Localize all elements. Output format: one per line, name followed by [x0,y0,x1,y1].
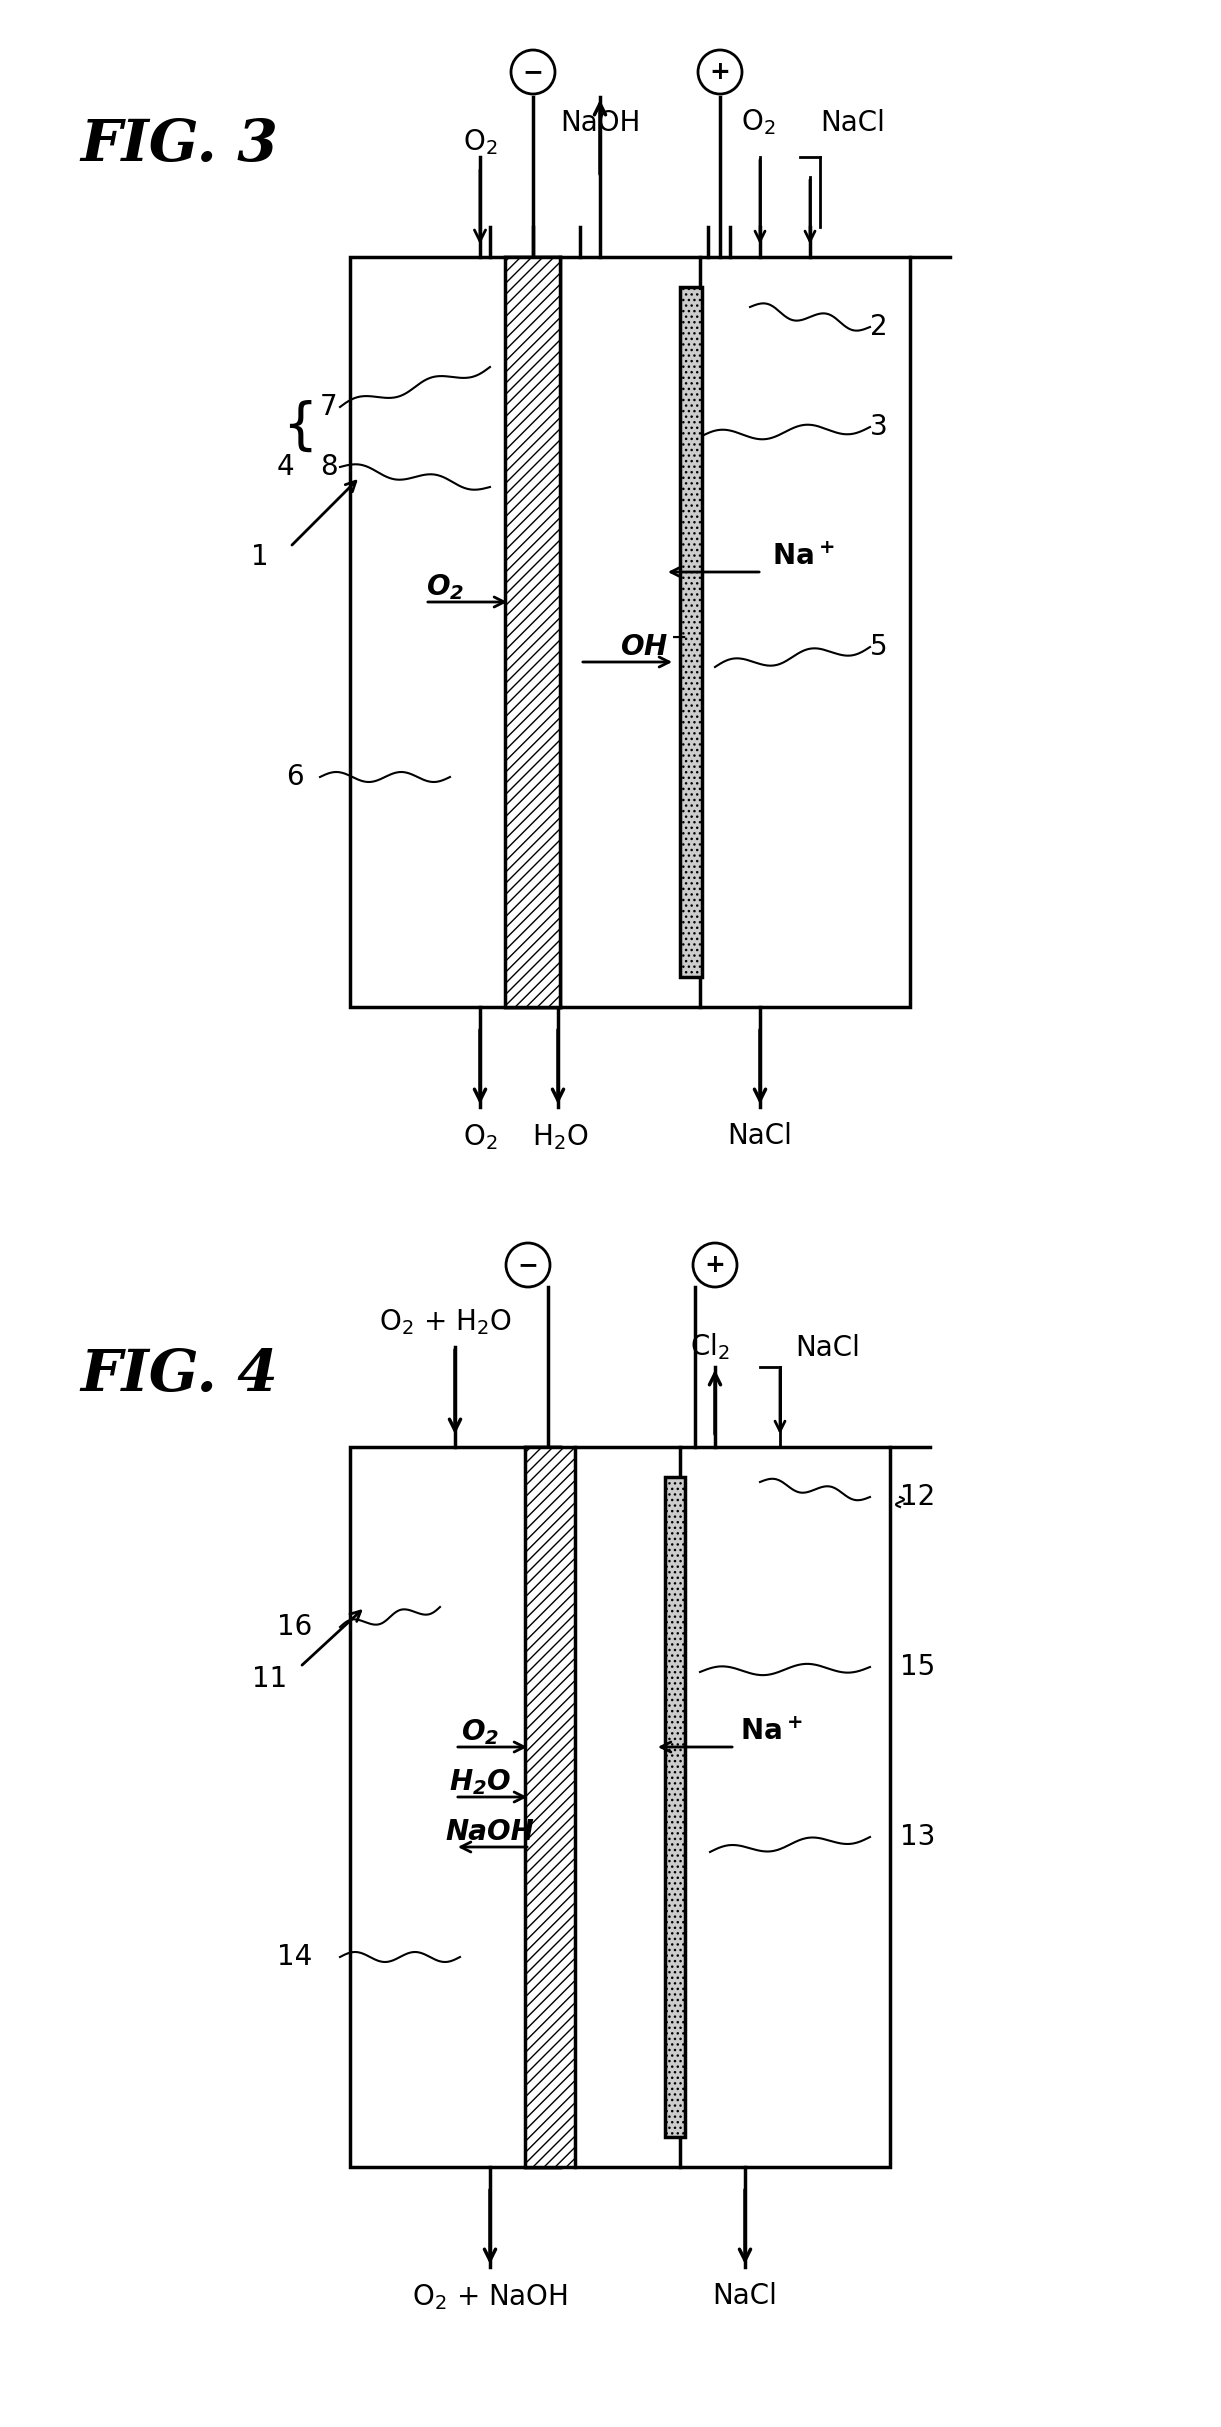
Text: $\mathdefault{O_2}$: $\mathdefault{O_2}$ [463,1121,497,1153]
Text: NaCl: NaCl [728,1121,792,1150]
FancyBboxPatch shape [680,1446,890,2167]
Text: $\mathdefault{H_2O}$: $\mathdefault{H_2O}$ [531,1121,589,1153]
Text: 3: 3 [871,413,888,442]
Text: 12: 12 [900,1483,935,1512]
Text: 4: 4 [276,454,294,481]
Text: $\mathdefault{O_2}$ + NaOH: $\mathdefault{O_2}$ + NaOH [411,2281,568,2313]
Text: $\mathdefault{O_2}$: $\mathdefault{O_2}$ [426,573,464,602]
FancyBboxPatch shape [350,1446,560,2167]
Text: $\mathdefault{OH^-}$: $\mathdefault{OH^-}$ [620,633,687,660]
Text: NaCl: NaCl [821,109,885,136]
Text: 14: 14 [277,1944,313,1971]
Text: 15: 15 [900,1653,935,1682]
Text: 8: 8 [320,454,338,481]
Text: +: + [705,1252,725,1277]
Text: NaCl: NaCl [795,1335,860,1362]
Text: 16: 16 [277,1614,313,1641]
Text: 7: 7 [320,393,338,420]
Text: {: { [282,400,317,454]
Text: 13: 13 [900,1823,935,1852]
Text: −: − [523,61,543,85]
Text: $\mathdefault{O_2}$: $\mathdefault{O_2}$ [741,107,775,136]
Text: +: + [709,61,730,85]
Text: $\mathdefault{O_2}$: $\mathdefault{O_2}$ [463,126,497,158]
Bar [505,257,560,1007]
Text: −: − [518,1252,538,1277]
Text: 11: 11 [253,1665,288,1694]
Text: $\mathdefault{O_2}$: $\mathdefault{O_2}$ [460,1716,499,1747]
FancyBboxPatch shape [700,257,910,1007]
Text: 2: 2 [871,313,888,342]
FancyBboxPatch shape [350,257,560,1007]
Text: FIG. 3: FIG. 3 [81,116,278,172]
Bar [665,1478,685,2138]
Text: 5: 5 [871,633,888,660]
Bar [680,286,702,978]
Text: $\mathdefault{H_2O}$: $\mathdefault{H_2O}$ [449,1767,512,1796]
Text: NaOH: NaOH [446,1818,535,1847]
Text: $\mathdefault{Na^+}$: $\mathdefault{Na^+}$ [772,544,834,570]
Text: $\mathdefault{Cl_2}$: $\mathdefault{Cl_2}$ [690,1330,730,1362]
Text: 6: 6 [286,762,304,791]
Text: NaOH: NaOH [559,109,640,136]
Bar [525,1446,575,2167]
Text: $\mathdefault{Na^+}$: $\mathdefault{Na^+}$ [740,1718,802,1745]
Text: FIG. 4: FIG. 4 [81,1347,278,1403]
Text: $\mathdefault{O_2}$ + H$_2$O: $\mathdefault{O_2}$ + H$_2$O [379,1308,512,1337]
Text: 1: 1 [252,544,269,570]
Text: NaCl: NaCl [713,2281,778,2311]
